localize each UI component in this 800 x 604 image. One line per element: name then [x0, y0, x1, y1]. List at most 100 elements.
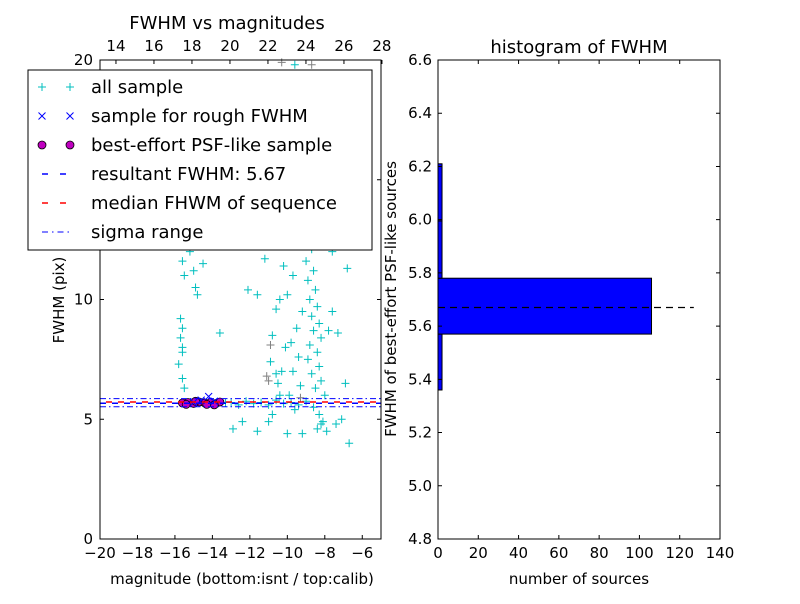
x-tick-label: −12	[234, 544, 266, 562]
all-sample-point	[305, 341, 314, 350]
right-title: histogram of FWHM	[490, 37, 667, 58]
legend-plus-marker	[38, 83, 46, 91]
all-sample-point	[311, 285, 320, 294]
all-sample-point	[317, 376, 326, 385]
y-tick-label: 5.0	[408, 477, 432, 495]
all-sample-point	[178, 348, 187, 357]
y-tick-label: 5.8	[408, 264, 432, 282]
y-tick-label: 5.4	[408, 370, 432, 388]
all-sample-point	[178, 324, 187, 333]
all-sample-point	[324, 326, 333, 335]
legend-label: all sample	[91, 77, 183, 98]
histogram-bar	[437, 163, 443, 222]
all-sample-point	[287, 338, 296, 347]
all-sample-point	[313, 424, 322, 433]
y-tick-label: 10	[74, 291, 93, 309]
histogram-bar	[437, 220, 443, 279]
x-tick-label: 100	[625, 544, 654, 562]
all-sample-point	[298, 307, 307, 316]
y-tick-label: 5.2	[408, 424, 432, 442]
all-sample-point	[313, 348, 322, 357]
right-ylabel: FWHM of best-effort PSF-like sources	[382, 161, 400, 437]
all-sample-point	[180, 271, 189, 280]
all-sample-point	[298, 429, 307, 438]
all-sample-point	[268, 331, 277, 340]
calibrated-sample-point	[264, 376, 273, 385]
x-tick-label: −8	[314, 544, 336, 562]
all-sample-point	[178, 257, 187, 266]
legend-box	[27, 69, 373, 251]
left-xlabel: magnitude (bottom:isnt / top:calib)	[110, 570, 374, 588]
x-tick-label: −20	[84, 544, 116, 562]
y-tick-label: 5	[83, 410, 93, 428]
legend: all sample sample for rough FWHM best-effo…	[27, 69, 373, 251]
x-tick-label: 80	[590, 544, 609, 562]
legend-entry: sample for rough FWHM	[38, 106, 308, 127]
all-sample-point	[238, 417, 247, 426]
all-sample-point	[272, 305, 281, 314]
y-tick-label: 0	[83, 530, 93, 548]
calibrated-sample-point	[266, 341, 275, 350]
x-tick-label: −18	[122, 544, 154, 562]
all-sample-point	[315, 319, 324, 328]
legend-label: resultant FWHM: 5.67	[91, 164, 286, 185]
all-sample-point	[243, 285, 252, 294]
top-x-tick-label: 26	[334, 37, 353, 55]
all-sample-point	[229, 424, 238, 433]
all-sample-point	[288, 271, 297, 280]
all-sample-point	[264, 400, 273, 409]
top-x-tick-label: 22	[258, 37, 277, 55]
all-sample-point	[180, 384, 189, 393]
right-axes-frame	[437, 59, 721, 540]
y-tick-label: 6.2	[408, 157, 432, 175]
legend-circle-marker	[37, 140, 47, 150]
all-sample-point	[176, 314, 185, 323]
all-sample-point	[307, 369, 316, 378]
all-sample-point	[285, 391, 294, 400]
all-sample-point	[290, 60, 299, 69]
all-sample-point	[315, 362, 324, 371]
y-tick-label: 20	[74, 51, 93, 69]
all-sample-point	[337, 415, 346, 424]
all-sample-point	[302, 257, 311, 266]
calibrated-sample-point	[307, 60, 316, 69]
fwhm-histogram-plot: 0 20 40 60 80 100 120 140 4.8 5.0 5.2 5.4 5.6 5.8 6.0 6…	[408, 51, 734, 562]
all-sample-point	[260, 254, 269, 263]
all-sample-point	[266, 357, 275, 366]
top-x-tick-label: 20	[220, 37, 239, 55]
all-sample-point	[296, 381, 305, 390]
legend-entry: all sample	[38, 77, 183, 98]
x-tick-label: −10	[272, 544, 304, 562]
all-sample-point	[279, 261, 288, 270]
all-sample-point	[333, 329, 342, 338]
x-tick-label: 20	[469, 544, 488, 562]
y-tick-label: 5.6	[408, 317, 432, 335]
histogram-bar	[437, 333, 443, 391]
legend-entry: best-effort PSF-like sample	[37, 135, 332, 156]
y-tick-label: 6.4	[408, 104, 432, 122]
all-sample-point	[277, 367, 286, 376]
right-xlabel: number of sources	[509, 570, 649, 588]
all-sample-point	[281, 343, 290, 352]
all-sample-point	[303, 276, 312, 285]
all-sample-point	[273, 379, 282, 388]
legend-label: sample for rough FWHM	[91, 106, 308, 127]
all-sample-point	[343, 264, 352, 273]
fwhm-vs-magnitude-plot: −20−18−16−14−12−10−8−6051015201416182022…	[74, 37, 392, 562]
all-sample-point	[292, 324, 301, 333]
all-sample-point	[305, 295, 314, 304]
all-sample-point	[307, 312, 316, 321]
all-sample-point	[174, 360, 183, 369]
y-tick-label: 4.8	[408, 530, 432, 548]
all-sample-point	[176, 333, 185, 342]
top-x-tick-label: 28	[372, 37, 391, 55]
all-sample-point	[253, 290, 262, 299]
all-sample-point	[268, 410, 277, 419]
x-tick-label: 60	[549, 544, 568, 562]
all-sample-point	[315, 410, 324, 419]
all-sample-point	[322, 427, 331, 436]
all-sample-point	[283, 429, 292, 438]
top-x-tick-label: 14	[106, 37, 125, 55]
all-sample-point	[253, 427, 262, 436]
